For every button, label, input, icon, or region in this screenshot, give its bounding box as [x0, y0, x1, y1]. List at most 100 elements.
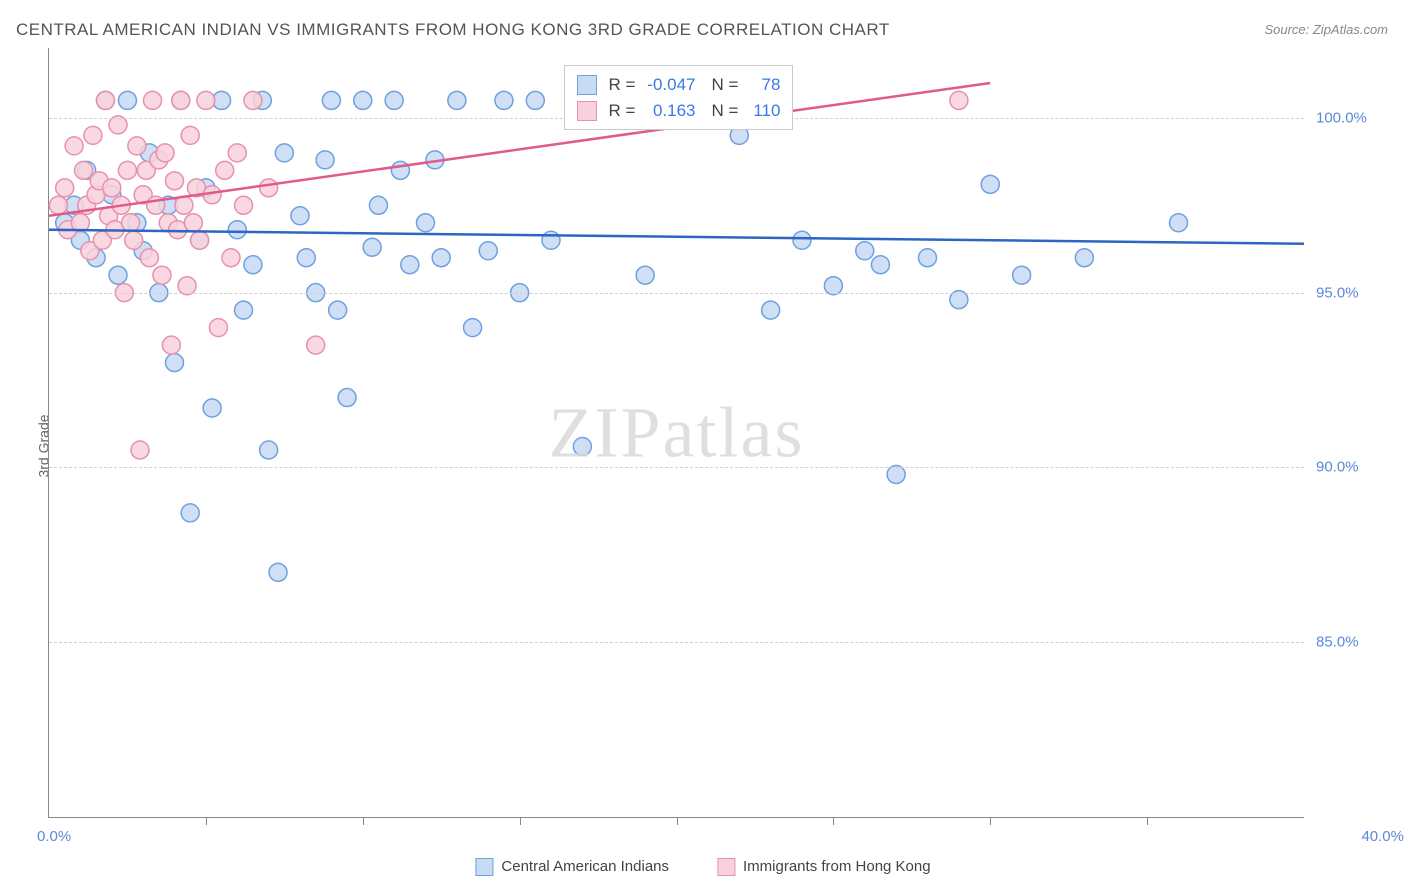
scatter-point: [84, 126, 102, 144]
scatter-point: [871, 256, 889, 274]
x-tick: [833, 817, 834, 825]
scatter-point: [128, 137, 146, 155]
scatter-point: [316, 151, 334, 169]
scatter-point: [216, 161, 234, 179]
legend-label: Immigrants from Hong Kong: [743, 858, 931, 875]
scatter-point: [166, 172, 184, 190]
scatter-point: [338, 389, 356, 407]
scatter-point: [950, 91, 968, 109]
legend-bottom: Central American Indians Immigrants from …: [475, 858, 930, 876]
scatter-point: [297, 249, 315, 267]
n-label: N =: [711, 98, 738, 124]
scatter-point: [103, 179, 121, 197]
x-axis-max-label: 40.0%: [1361, 828, 1404, 845]
scatter-point: [1075, 249, 1093, 267]
legend-item: Central American Indians: [475, 858, 669, 876]
n-value: 110: [744, 98, 780, 124]
chart-title: CENTRAL AMERICAN INDIAN VS IMMIGRANTS FR…: [16, 20, 890, 40]
scatter-point: [919, 249, 937, 267]
scatter-point: [322, 91, 340, 109]
scatter-point: [144, 91, 162, 109]
x-tick: [677, 817, 678, 825]
scatter-point: [56, 179, 74, 197]
scatter-point: [307, 336, 325, 354]
stats-box: R =-0.047N =78R =0.163N =110: [564, 65, 794, 130]
scatter-point: [1170, 214, 1188, 232]
scatter-point: [260, 179, 278, 197]
scatter-point: [131, 441, 149, 459]
y-tick-label: 100.0%: [1316, 109, 1396, 126]
gridline: [49, 642, 1304, 643]
scatter-point: [172, 91, 190, 109]
r-label: R =: [609, 72, 636, 98]
scatter-point: [329, 301, 347, 319]
scatter-point: [244, 256, 262, 274]
scatter-point: [235, 301, 253, 319]
scatter-point: [96, 91, 114, 109]
scatter-point: [369, 196, 387, 214]
scatter-point: [184, 214, 202, 232]
chart-container: CENTRAL AMERICAN INDIAN VS IMMIGRANTS FR…: [0, 0, 1406, 892]
scatter-point: [1013, 266, 1031, 284]
scatter-point: [269, 563, 287, 581]
scatter-point: [275, 144, 293, 162]
scatter-point: [401, 256, 419, 274]
scatter-point: [981, 175, 999, 193]
n-label: N =: [711, 72, 738, 98]
scatter-point: [260, 441, 278, 459]
stats-swatch: [577, 101, 597, 121]
scatter-point: [228, 221, 246, 239]
gridline: [49, 293, 1304, 294]
scatter-point: [162, 336, 180, 354]
scatter-point: [417, 214, 435, 232]
scatter-point: [125, 231, 143, 249]
legend-swatch: [475, 858, 493, 876]
r-value: 0.163: [641, 98, 695, 124]
scatter-point: [391, 161, 409, 179]
y-tick-label: 85.0%: [1316, 634, 1396, 651]
scatter-point: [448, 91, 466, 109]
scatter-point: [49, 196, 67, 214]
stats-swatch: [577, 75, 597, 95]
x-tick: [206, 817, 207, 825]
scatter-point: [291, 207, 309, 225]
legend-label: Central American Indians: [501, 858, 669, 875]
scatter-point: [495, 91, 513, 109]
y-tick-label: 95.0%: [1316, 284, 1396, 301]
scatter-point: [166, 354, 184, 372]
scatter-point: [385, 91, 403, 109]
scatter-point: [118, 161, 136, 179]
scatter-point: [65, 137, 83, 155]
scatter-point: [363, 238, 381, 256]
x-tick: [520, 817, 521, 825]
stats-row: R =-0.047N =78: [577, 72, 781, 98]
r-value: -0.047: [641, 72, 695, 98]
scatter-point: [209, 319, 227, 337]
scatter-point: [191, 231, 209, 249]
scatter-point: [222, 249, 240, 267]
scatter-point: [636, 266, 654, 284]
legend-swatch: [717, 858, 735, 876]
x-tick: [990, 817, 991, 825]
x-axis-min-label: 0.0%: [37, 828, 71, 845]
scatter-point: [156, 144, 174, 162]
r-label: R =: [609, 98, 636, 124]
scatter-point: [573, 437, 591, 455]
plot-area: ZIPatlas 0.0% 40.0% 85.0%90.0%95.0%100.0…: [48, 48, 1304, 818]
x-tick: [1147, 817, 1148, 825]
y-tick-label: 90.0%: [1316, 459, 1396, 476]
scatter-point: [762, 301, 780, 319]
scatter-point: [793, 231, 811, 249]
scatter-point: [228, 144, 246, 162]
x-tick: [363, 817, 364, 825]
scatter-point: [118, 91, 136, 109]
scatter-point: [432, 249, 450, 267]
gridline: [49, 467, 1304, 468]
scatter-point: [479, 242, 497, 260]
scatter-point: [235, 196, 253, 214]
scatter-point: [856, 242, 874, 260]
scatter-point: [75, 161, 93, 179]
scatter-point: [140, 249, 158, 267]
legend-item: Immigrants from Hong Kong: [717, 858, 931, 876]
scatter-point: [181, 126, 199, 144]
